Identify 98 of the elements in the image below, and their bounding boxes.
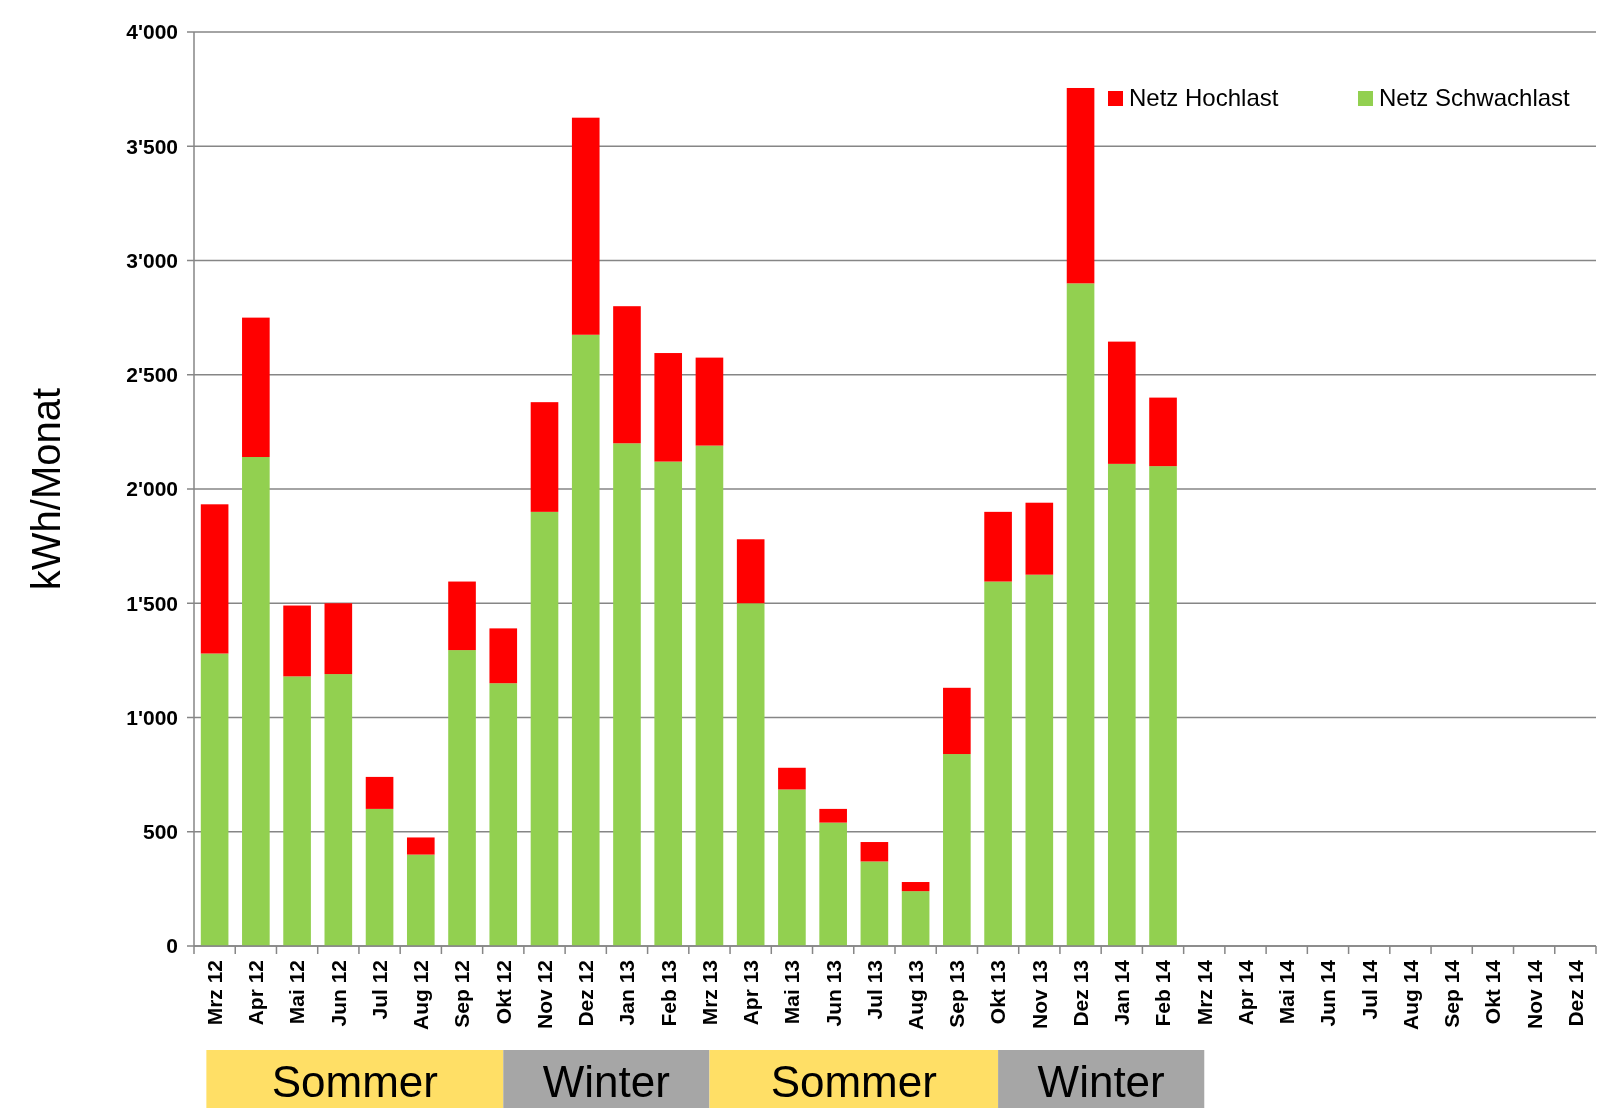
y-tick-label: 1'000 xyxy=(126,705,178,729)
bar xyxy=(613,443,641,946)
bar xyxy=(242,317,270,458)
bar xyxy=(406,837,435,855)
bar xyxy=(860,842,889,862)
x-tick-label: Feb 14 xyxy=(1151,959,1175,1027)
bar xyxy=(778,767,806,790)
x-tick-label: Feb 13 xyxy=(656,960,680,1027)
bar xyxy=(943,754,971,946)
x-tick-label: Nov 12 xyxy=(532,960,556,1029)
x-tick-label: Okt 14 xyxy=(1481,959,1505,1025)
bar xyxy=(1025,502,1054,575)
x-tick-label: Aug 14 xyxy=(1398,959,1422,1031)
bar xyxy=(571,117,600,335)
legend-label: Netz Hochlast xyxy=(1129,84,1279,112)
text: Winter xyxy=(542,1057,670,1106)
bar xyxy=(324,603,353,675)
bar xyxy=(984,511,1012,582)
bar xyxy=(571,334,600,946)
y-tick-label: 1'500 xyxy=(126,591,178,615)
text: Sommer xyxy=(770,1057,937,1106)
x-tick-label: Okt 13 xyxy=(986,960,1010,1025)
x-tick-label: Jun 14 xyxy=(1316,959,1340,1027)
bar xyxy=(1107,463,1136,946)
y-tick-label: 3'000 xyxy=(126,248,178,272)
bar xyxy=(778,789,806,946)
bar xyxy=(695,357,724,446)
bar xyxy=(1149,466,1177,946)
text: Winter xyxy=(1037,1057,1165,1106)
x-tick-label: Jul 14 xyxy=(1357,959,1381,1020)
bar xyxy=(1025,574,1054,946)
bar xyxy=(736,603,765,946)
bar xyxy=(489,628,518,684)
x-tick-label: Aug 13 xyxy=(903,960,927,1031)
bar xyxy=(406,854,435,946)
bar xyxy=(200,504,229,654)
y-tick-label: 4'000 xyxy=(126,20,178,44)
bar xyxy=(613,306,641,444)
x-tick-label: Mrz 13 xyxy=(697,960,721,1026)
bar xyxy=(901,882,930,892)
x-tick-label: Mai 14 xyxy=(1275,959,1299,1025)
bar xyxy=(1066,87,1095,284)
text: Sommer xyxy=(271,1057,438,1106)
bar xyxy=(860,861,889,946)
x-tick-label: Nov 13 xyxy=(1027,960,1051,1029)
y-axis-title: kWh/Monat xyxy=(24,387,68,591)
legend-label: Netz Schwachlast xyxy=(1379,84,1571,112)
bar xyxy=(695,445,724,946)
bar xyxy=(654,353,683,462)
bar xyxy=(448,581,476,651)
bar xyxy=(1149,397,1177,467)
x-tick-label: Sep 12 xyxy=(450,960,474,1028)
x-tick-label: Sep 13 xyxy=(945,960,969,1028)
bar xyxy=(283,676,311,946)
y-tick-label: 500 xyxy=(142,820,178,844)
x-tick-label: Jun 13 xyxy=(821,960,845,1027)
x-tick-label: Jan 14 xyxy=(1110,959,1134,1026)
x-tick-label: Jun 12 xyxy=(326,960,350,1027)
bar xyxy=(654,461,683,946)
x-tick-label: Jul 12 xyxy=(367,960,391,1020)
bar xyxy=(943,687,971,755)
bar xyxy=(365,808,394,946)
x-tick-label: Jan 13 xyxy=(615,960,639,1026)
bar xyxy=(324,674,353,946)
bar xyxy=(819,808,847,823)
x-tick-label: Nov 14 xyxy=(1522,959,1546,1029)
bar xyxy=(448,650,476,946)
y-tick-label: 0 xyxy=(166,934,178,958)
y-tick-label: 2'000 xyxy=(126,477,178,501)
x-tick-label: Apr 14 xyxy=(1233,959,1257,1026)
bar xyxy=(200,653,229,946)
x-tick-label: Mrz 14 xyxy=(1192,959,1216,1026)
x-tick-label: Dez 13 xyxy=(1068,960,1092,1027)
x-tick-label: Mai 12 xyxy=(285,960,309,1025)
bar xyxy=(901,891,930,946)
bar xyxy=(984,581,1012,946)
bar xyxy=(1066,283,1095,946)
bar xyxy=(242,457,270,946)
bar xyxy=(1107,341,1136,464)
x-tick-label: Jul 13 xyxy=(862,960,886,1020)
y-tick-label: 3'500 xyxy=(126,134,178,158)
bar xyxy=(819,822,847,946)
x-tick-label: Mai 13 xyxy=(780,960,804,1025)
x-tick-label: Mrz 12 xyxy=(202,960,226,1026)
x-tick-label: Apr 13 xyxy=(739,960,763,1026)
bar xyxy=(365,776,394,809)
x-tick-label: Sep 14 xyxy=(1440,959,1464,1028)
bar xyxy=(530,511,559,946)
bar xyxy=(530,402,559,512)
bar xyxy=(283,605,311,677)
x-tick-label: Okt 12 xyxy=(491,960,515,1025)
x-tick-label: Apr 12 xyxy=(244,960,268,1026)
bar xyxy=(736,539,765,604)
x-tick-label: Dez 12 xyxy=(574,960,598,1027)
x-tick-label: Dez 14 xyxy=(1563,959,1587,1027)
x-tick-label: Aug 12 xyxy=(409,960,433,1031)
y-tick-label: 2'500 xyxy=(126,363,178,387)
bar xyxy=(489,683,518,946)
